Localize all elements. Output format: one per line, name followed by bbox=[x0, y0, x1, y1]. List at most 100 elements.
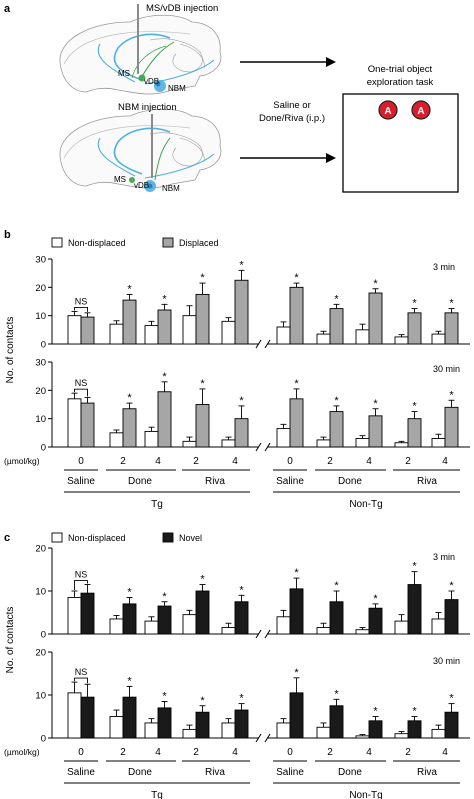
bar bbox=[394, 442, 409, 448]
significance-star: * bbox=[294, 378, 299, 390]
significance-star: * bbox=[239, 395, 244, 407]
bar bbox=[182, 315, 197, 345]
y-tick-label: 0 bbox=[41, 734, 46, 745]
task-line-2: exploration task bbox=[367, 77, 434, 88]
region-vdb-bottom: vDB bbox=[134, 181, 149, 190]
legend-c-swatch-b bbox=[162, 532, 174, 543]
dose-label: 2 bbox=[120, 456, 126, 467]
arrow-top bbox=[240, 57, 336, 67]
legend-b-swatch-a bbox=[51, 237, 63, 248]
bar bbox=[122, 696, 137, 739]
significance-star: * bbox=[200, 378, 205, 390]
significance-star: * bbox=[412, 298, 417, 310]
bar bbox=[234, 601, 249, 635]
dose-label: 2 bbox=[193, 747, 199, 758]
bar bbox=[431, 333, 446, 345]
y-tick-label: 30 bbox=[35, 255, 46, 266]
bar bbox=[221, 320, 236, 345]
bar bbox=[144, 722, 159, 739]
chart-b-30min: 0 10 20 30 NS * * * * * * * * * bbox=[35, 358, 470, 454]
significance-star: * bbox=[373, 398, 378, 410]
y-tick-label: 20 bbox=[35, 648, 46, 659]
bar bbox=[221, 627, 236, 635]
legend-c-label-b: Novel bbox=[179, 533, 202, 543]
treatment-label: Saline bbox=[276, 767, 304, 778]
treatment-label: Done bbox=[128, 476, 152, 487]
dose-label: 2 bbox=[405, 747, 411, 758]
bar bbox=[195, 590, 210, 635]
significance-star: * bbox=[373, 278, 378, 290]
significance-star: * bbox=[127, 586, 132, 598]
significance-bracket bbox=[74, 580, 88, 590]
significance-label: NS bbox=[75, 296, 88, 306]
injection-label-top: MS/vDB injection bbox=[146, 3, 218, 14]
arrow-bottom bbox=[240, 153, 336, 163]
dose-label: 4 bbox=[366, 456, 372, 467]
treatment-label: Riva bbox=[205, 476, 225, 487]
region-nbm-bottom: NBM bbox=[162, 184, 180, 193]
dose-label: 2 bbox=[120, 747, 126, 758]
panel-c-label: c bbox=[4, 532, 10, 544]
axis-break-mark bbox=[264, 733, 271, 743]
panel-a-label: a bbox=[4, 3, 11, 15]
bar bbox=[355, 329, 370, 345]
significance-label: NS bbox=[75, 667, 88, 677]
bar bbox=[444, 711, 459, 739]
legend-b: Non-displaced Displaced bbox=[51, 237, 219, 248]
legend-b-swatch-b bbox=[162, 237, 174, 248]
bar bbox=[157, 309, 172, 345]
bar bbox=[316, 439, 331, 448]
y-tick-label: 20 bbox=[35, 386, 46, 397]
y-tick-label: 20 bbox=[35, 544, 46, 555]
significance-star: * bbox=[449, 389, 454, 401]
bar bbox=[316, 726, 331, 739]
time-label-c-top: 3 min bbox=[433, 552, 455, 562]
panel-b-label: b bbox=[4, 229, 11, 241]
dose-unit-label: (µmol/kg) bbox=[4, 747, 40, 757]
bar bbox=[289, 588, 304, 635]
region-ms-bottom: MS bbox=[114, 175, 126, 184]
axis-break-mark bbox=[264, 629, 271, 639]
significance-star: * bbox=[373, 706, 378, 718]
treatment-label: Riva bbox=[417, 476, 437, 487]
dose-label: 0 bbox=[287, 456, 293, 467]
bar bbox=[355, 438, 370, 448]
bar bbox=[234, 709, 249, 739]
xaxis-b: (µmol/kg) 0 2 4 2 4 0 2 4 2 4 Saline Done Riva Saline D… bbox=[4, 456, 460, 510]
panel-a: a MS/vDB injection MS vDB NBM bbox=[4, 3, 459, 193]
treatment-label: Saline bbox=[67, 767, 95, 778]
object-a-left: A bbox=[378, 100, 398, 120]
significance-label: NS bbox=[75, 570, 88, 580]
significance-star: * bbox=[200, 574, 205, 586]
significance-star: * bbox=[334, 688, 339, 700]
treatment-line-2: Done/Riva (i.p.) bbox=[259, 113, 325, 124]
significance-bracket bbox=[74, 388, 88, 397]
panel-b: b Non-displaced Displaced 3 min 30 min N… bbox=[4, 229, 470, 510]
y-tick-label: 10 bbox=[35, 311, 46, 322]
bar bbox=[182, 614, 197, 635]
object-a-right-label: A bbox=[417, 106, 424, 117]
treatment-label: Riva bbox=[417, 767, 437, 778]
bar bbox=[316, 333, 331, 345]
dose-label: 0 bbox=[287, 747, 293, 758]
dose-label: 4 bbox=[232, 456, 238, 467]
axis-break-mark bbox=[255, 442, 262, 452]
ms-injection-site bbox=[138, 74, 146, 82]
dose-label: 4 bbox=[232, 747, 238, 758]
dose-label: 2 bbox=[327, 456, 333, 467]
dose-label: 2 bbox=[405, 456, 411, 467]
brain-sagittal-bottom: NBM injection MS vDB NBM bbox=[59, 102, 222, 193]
significance-star: * bbox=[200, 272, 205, 284]
bar bbox=[407, 720, 422, 739]
legend-c: Non-displaced Novel bbox=[51, 532, 202, 543]
ylabel-c: No. of contacts bbox=[5, 607, 16, 674]
y-tick-label: 0 bbox=[41, 443, 46, 454]
bar bbox=[195, 293, 210, 345]
bar bbox=[394, 733, 409, 739]
significance-star: * bbox=[162, 293, 167, 305]
dose-label: 4 bbox=[442, 456, 448, 467]
bar bbox=[122, 299, 137, 345]
bar bbox=[157, 391, 172, 448]
axis-break-mark bbox=[255, 339, 262, 349]
significance-star: * bbox=[294, 272, 299, 284]
